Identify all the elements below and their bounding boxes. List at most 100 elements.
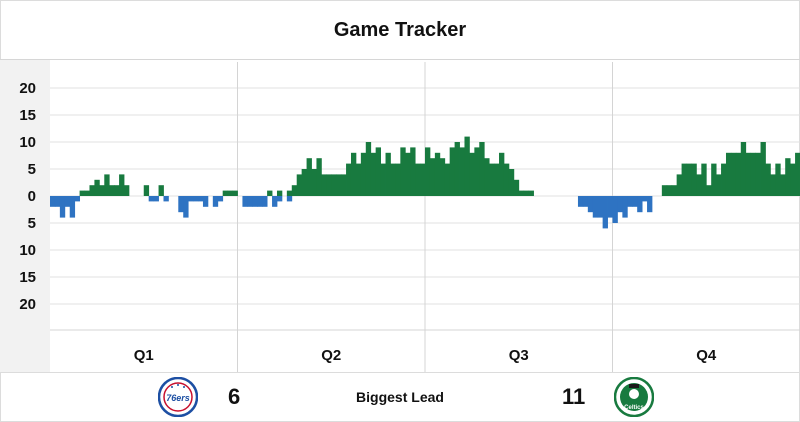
lead-bar <box>153 196 159 202</box>
lead-bar <box>587 196 594 213</box>
sixers-logo-icon: 76ers <box>157 376 199 418</box>
lead-bar <box>775 163 781 196</box>
quarter-label: Q2 <box>321 347 341 364</box>
lead-bar <box>740 142 747 196</box>
sixers-biggest-lead: 6 <box>228 384 241 409</box>
lead-bar <box>518 190 525 196</box>
lead-bar <box>158 185 164 196</box>
lead-bar <box>296 174 303 196</box>
lead-bar <box>178 196 184 213</box>
y-tick-label: 15 <box>19 107 36 124</box>
lead-bar <box>257 196 263 207</box>
lead-bar <box>627 196 633 207</box>
lead-bar <box>577 196 584 207</box>
lead-bar <box>479 142 485 196</box>
lead-bar <box>439 158 446 196</box>
lead-bar <box>99 185 105 196</box>
lead-bar <box>232 190 238 196</box>
lead-bar <box>74 196 81 202</box>
quarter-label: Q1 <box>134 347 154 364</box>
lead-bar <box>686 163 692 196</box>
lead-bar <box>780 174 786 196</box>
lead-bar <box>183 196 189 218</box>
y-tick-label: 20 <box>19 296 36 313</box>
lead-bar <box>385 152 391 196</box>
lead-bar <box>691 163 697 196</box>
lead-bar <box>785 158 791 196</box>
lead-bar <box>341 174 347 196</box>
lead-bar <box>410 147 416 196</box>
lead-bar <box>262 196 268 207</box>
lead-bar <box>434 152 441 196</box>
lead-bar <box>252 196 258 207</box>
lead-bar <box>227 190 233 196</box>
lead-bar <box>765 163 771 196</box>
lead-bar <box>276 196 283 202</box>
lead-bar <box>725 152 732 196</box>
lead-bar <box>429 158 436 196</box>
lead-bar <box>449 147 456 196</box>
lead-bar <box>523 190 530 196</box>
lead-bar <box>79 190 85 196</box>
lead-bar <box>528 190 534 196</box>
lead-bar <box>721 163 727 196</box>
y-tick-label: 10 <box>19 242 36 259</box>
celtics-biggest-lead: 11 <box>562 384 586 409</box>
lead-bar <box>503 163 510 196</box>
lead-bar <box>188 196 194 202</box>
celtics-logo-icon: Celtics <box>613 376 655 418</box>
lead-bar <box>395 163 401 196</box>
biggest-lead-footer: 76ers 6 Biggest Lead 11 Celtics <box>0 372 800 422</box>
y-tick-label: 0 <box>28 188 36 205</box>
lead-bar <box>276 190 283 196</box>
lead-bar <box>647 196 653 213</box>
lead-bar <box>735 152 742 196</box>
lead-bar <box>661 185 668 196</box>
lead-bar <box>222 190 229 196</box>
lead-bar <box>198 196 204 202</box>
lead-bar <box>350 152 357 196</box>
lead-bar <box>474 147 480 196</box>
lead-bar <box>400 147 406 196</box>
lead-bar <box>676 174 682 196</box>
lead-bar <box>336 174 342 196</box>
lead-bar <box>706 185 712 196</box>
y-tick-label: 5 <box>28 161 36 178</box>
lead-bar <box>306 158 312 196</box>
lead-bar <box>242 196 248 207</box>
lead-bar <box>286 196 293 202</box>
lead-bar <box>247 196 253 207</box>
lead-bar <box>109 185 115 196</box>
lead-bar <box>202 196 209 207</box>
quarter-label: Q4 <box>696 347 717 364</box>
lead-bar <box>597 196 604 218</box>
score-margin-chart: Q1 Q2 Q3 Q4 20 15 10 5 0 5 10 15 20 <box>0 60 800 372</box>
lead-bar <box>760 142 766 196</box>
lead-bar <box>459 147 465 196</box>
lead-bar <box>730 152 737 196</box>
lead-bar <box>267 190 273 196</box>
lead-bar <box>390 163 396 196</box>
lead-bar <box>89 185 95 196</box>
lead-bar <box>69 196 76 218</box>
lead-bar <box>217 196 224 202</box>
lead-bar <box>632 196 638 207</box>
lead-bar <box>59 196 66 218</box>
lead-bar <box>163 196 169 202</box>
y-tick-label: 15 <box>19 269 36 286</box>
lead-bar <box>494 163 500 196</box>
lead-bar <box>454 142 460 196</box>
lead-bar <box>745 152 752 196</box>
lead-bar <box>375 147 381 196</box>
lead-bar <box>750 152 756 196</box>
lead-bar <box>607 196 613 218</box>
lead-bar <box>272 196 278 207</box>
biggest-lead-label: Biggest Lead <box>356 389 444 405</box>
page-title: Game Tracker <box>0 0 800 60</box>
lead-bar <box>291 185 298 196</box>
lead-bar <box>420 163 426 196</box>
lead-bar <box>326 174 332 196</box>
lead-bar <box>94 179 100 196</box>
lead-bar <box>425 147 431 196</box>
lead-bar <box>148 196 155 202</box>
